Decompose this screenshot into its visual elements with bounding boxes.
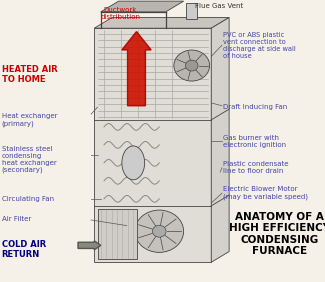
Text: HEATED AIR
TO HOME: HEATED AIR TO HOME	[2, 65, 58, 84]
Bar	[98, 209, 136, 259]
Text: ANATOMY OF A
HIGH EFFICIENCY
CONDENSING
FURNACE: ANATOMY OF A HIGH EFFICIENCY CONDENSING …	[229, 212, 325, 256]
Text: Air Filter: Air Filter	[2, 215, 31, 222]
Polygon shape	[94, 28, 211, 262]
Polygon shape	[94, 17, 229, 28]
Circle shape	[186, 60, 198, 71]
FancyArrow shape	[78, 241, 101, 250]
Text: Heat exchanger
(primary): Heat exchanger (primary)	[2, 113, 57, 127]
Polygon shape	[211, 17, 229, 262]
Text: Ductwork
distribution: Ductwork distribution	[100, 7, 140, 20]
Text: PVC or ABS plastic
vent connection to
discharge at side wall
of house: PVC or ABS plastic vent connection to di…	[223, 32, 295, 59]
Text: Draft Inducing Fan: Draft Inducing Fan	[223, 104, 287, 110]
Circle shape	[152, 225, 166, 237]
Circle shape	[135, 210, 184, 252]
Text: Flue Gas Vent: Flue Gas Vent	[195, 3, 243, 9]
Bar	[186, 3, 198, 19]
Text: Electric Blower Motor
(may be variable speed): Electric Blower Motor (may be variable s…	[223, 186, 308, 200]
Text: Stainless steel
condensing
heat exchanger
(secondary): Stainless steel condensing heat exchange…	[2, 146, 56, 173]
Text: Gas burner with
electronic ignition: Gas burner with electronic ignition	[223, 135, 286, 147]
Text: Circulating Fan: Circulating Fan	[2, 196, 54, 202]
Text: Plastic condensate
line to floor drain: Plastic condensate line to floor drain	[223, 161, 288, 174]
Polygon shape	[101, 1, 184, 12]
Text: COLD AIR
RETURN: COLD AIR RETURN	[2, 240, 46, 259]
FancyArrow shape	[122, 32, 151, 106]
Circle shape	[174, 50, 210, 81]
Ellipse shape	[122, 146, 145, 180]
